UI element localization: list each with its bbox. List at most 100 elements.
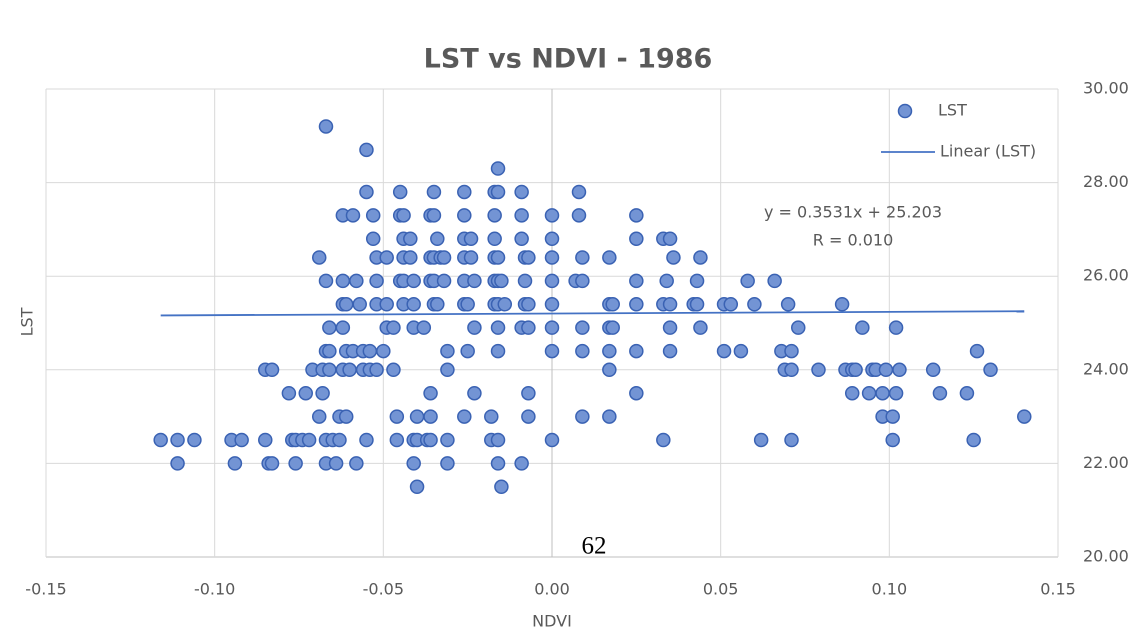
data-point: [365, 231, 381, 247]
data-point: [288, 456, 303, 471]
data-point: [490, 432, 506, 448]
data-point: [335, 320, 351, 335]
data-point: [514, 231, 529, 247]
data-point: [602, 362, 617, 378]
data-point: [861, 385, 877, 401]
data-point: [487, 231, 502, 247]
data-point: [791, 320, 806, 335]
data-point: [436, 273, 452, 289]
data-point: [386, 320, 401, 335]
data-point: [457, 409, 472, 424]
data-point: [315, 385, 330, 401]
data-point: [170, 432, 185, 448]
data-point: [426, 184, 442, 200]
x-tick-label: -0.10: [194, 580, 235, 599]
data-point: [834, 297, 850, 312]
data-point: [571, 184, 587, 200]
data-point: [780, 297, 796, 312]
data-point: [925, 362, 941, 378]
data-point: [490, 320, 506, 335]
data-point: [342, 362, 357, 378]
y-tick-label: 22.00: [1083, 453, 1129, 472]
data-point: [311, 409, 327, 424]
x-tick-label: 0.15: [1040, 580, 1076, 599]
data-point: [490, 343, 506, 359]
data-point: [689, 297, 705, 312]
data-point: [389, 409, 405, 424]
data-point: [544, 432, 560, 448]
data-point: [463, 250, 479, 265]
annotation: R = 0.010: [813, 231, 894, 250]
data-point: [409, 409, 425, 424]
data-point: [521, 320, 536, 335]
data-point: [423, 432, 438, 448]
data-point: [784, 343, 799, 359]
data-point: [662, 297, 678, 312]
data-point: [349, 273, 364, 289]
data-point: [396, 208, 411, 223]
data-point: [490, 456, 506, 471]
data-point: [440, 432, 455, 448]
data-point: [932, 385, 948, 401]
data-point: [423, 409, 438, 424]
data-point: [318, 119, 334, 134]
data-point: [440, 343, 455, 359]
data-point: [369, 362, 384, 378]
data-point: [1017, 409, 1032, 424]
data-point: [338, 409, 354, 424]
data-point: [844, 385, 860, 401]
y-tick-label: 20.00: [1083, 547, 1129, 566]
data-point: [403, 250, 418, 265]
data-point: [359, 142, 374, 158]
data-point: [258, 432, 273, 448]
data-point: [767, 273, 782, 289]
data-point: [656, 432, 671, 448]
data-point: [403, 231, 418, 247]
data-point: [740, 273, 755, 289]
data-point: [605, 297, 620, 312]
data-point: [406, 297, 421, 312]
data-point: [170, 456, 185, 471]
data-point: [969, 343, 985, 359]
data-point: [392, 184, 408, 200]
data-point: [629, 385, 644, 401]
data-point: [575, 343, 590, 359]
data-point: [693, 320, 708, 335]
data-point: [666, 250, 681, 265]
data-point: [716, 343, 732, 359]
data-point: [733, 343, 749, 359]
data-point: [602, 343, 617, 359]
y-tick-label: 26.00: [1083, 266, 1129, 285]
data-point: [521, 385, 536, 401]
data-point: [966, 432, 981, 448]
data-point: [629, 273, 644, 289]
data-point: [575, 320, 590, 335]
data-point: [460, 343, 475, 359]
data-point: [187, 432, 202, 448]
y-tick-label: 28.00: [1083, 172, 1129, 191]
data-point: [332, 432, 347, 448]
data-point: [379, 250, 394, 265]
data-point: [602, 409, 617, 424]
data-point: [490, 184, 506, 200]
y-axis-label: LST: [18, 307, 37, 336]
data-point: [406, 273, 421, 289]
data-point: [322, 362, 337, 378]
legend-label: LST: [938, 101, 967, 120]
data-point: [379, 297, 394, 312]
data-point: [875, 385, 890, 401]
data-point: [629, 297, 644, 312]
data-point: [460, 297, 475, 312]
data-point: [983, 362, 998, 378]
data-point: [362, 343, 378, 359]
data-point: [544, 297, 560, 312]
data-point: [264, 456, 280, 471]
data-point: [888, 320, 904, 335]
data-point: [662, 231, 678, 247]
data-point: [629, 208, 644, 223]
data-point: [153, 432, 168, 448]
data-point: [544, 273, 560, 289]
data-point: [365, 208, 381, 223]
x-tick-label: 0.00: [534, 580, 570, 599]
data-point: [693, 250, 708, 265]
